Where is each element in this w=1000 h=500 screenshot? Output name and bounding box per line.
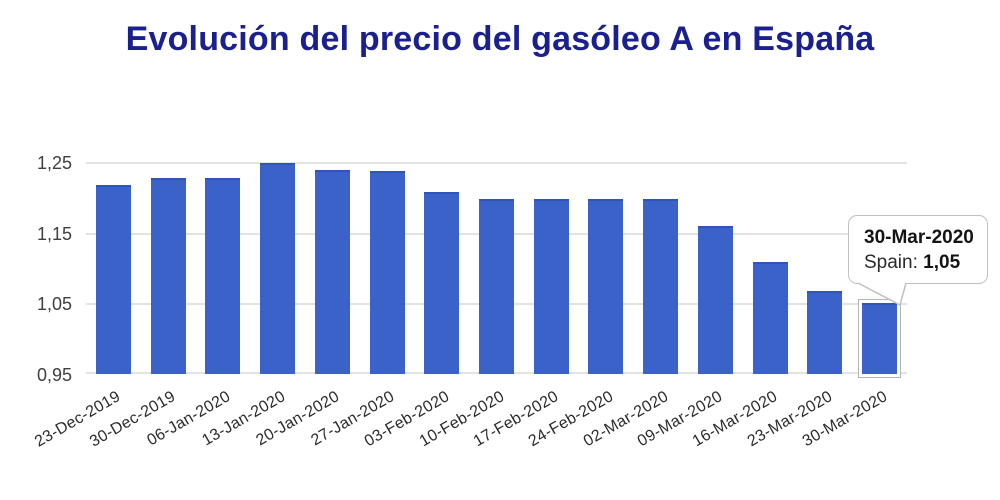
y-axis-label: 1,25 [36, 153, 72, 173]
tooltip-value: 1,05 [923, 252, 961, 273]
bar-09-Mar-2020[interactable] [697, 226, 733, 374]
bar-24-Feb-2020[interactable] [588, 198, 624, 374]
bar-20-Jan-2020[interactable] [314, 170, 350, 374]
tooltip: 30-Mar-2020 Spain: 1,05 [848, 215, 988, 284]
bar-13-Jan-2020[interactable] [260, 163, 296, 374]
bar-03-Feb-2020[interactable] [424, 191, 460, 374]
plot-area [86, 162, 907, 374]
tooltip-series-label: Spain: [864, 252, 918, 273]
y-axis-label: 0,95 [36, 365, 72, 385]
bar-02-Mar-2020[interactable] [643, 198, 679, 374]
bar-23-Dec-2019[interactable] [95, 184, 131, 374]
y-axis-label: 1,15 [36, 223, 72, 244]
bar-30-Dec-2019[interactable] [150, 177, 186, 374]
tooltip-callout-tail-icon [857, 282, 907, 307]
bar-16-Mar-2020[interactable] [752, 261, 788, 374]
chart-title: Evolución del precio del gasóleo A en Es… [125, 20, 875, 58]
bar-30-Mar-2020[interactable] [862, 303, 898, 374]
tooltip-value-line: Spain: 1,05 [864, 250, 977, 276]
bar-17-Feb-2020[interactable] [533, 198, 569, 374]
bar-23-Mar-2020[interactable] [807, 290, 843, 374]
y-axis-label: 1,05 [36, 294, 72, 315]
tooltip-date: 30-Mar-2020 [864, 227, 974, 248]
bar-10-Feb-2020[interactable] [479, 198, 514, 374]
bar-06-Jan-2020[interactable] [205, 177, 241, 374]
gridline [86, 162, 907, 164]
bar-27-Jan-2020[interactable] [369, 171, 405, 374]
